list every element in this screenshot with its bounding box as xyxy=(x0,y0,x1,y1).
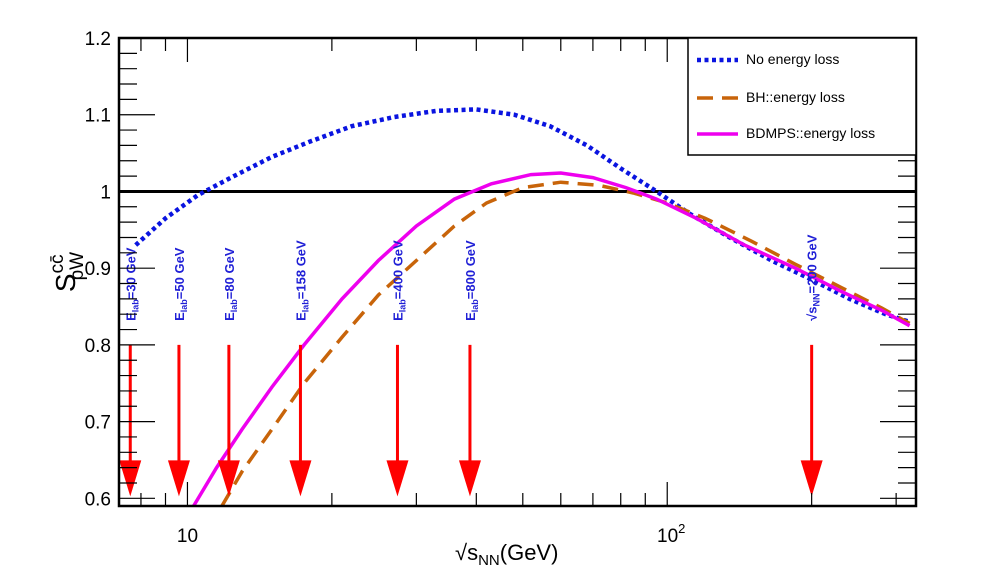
y-title-main: S xyxy=(50,273,81,292)
arrow-label-0: Elab=30 GeV xyxy=(123,247,140,321)
arrow-head-4 xyxy=(386,460,409,497)
curves-layer xyxy=(119,107,916,507)
arrows-layer: Elab=30 GeV Elab=50 GeV Elab=80 GeV Elab=15… xyxy=(119,234,823,497)
y-axis-title: Scc̄pW xyxy=(47,252,88,292)
legend-label-bdmps-energy-loss: BDMPS::energy loss xyxy=(746,125,875,141)
arrow-label-4: Elab=400 GeV xyxy=(390,240,407,321)
x-title-unit: (GeV) xyxy=(500,540,559,565)
arrow-label-3: Elab=158 GeV xyxy=(293,240,310,321)
arrow-head-2 xyxy=(217,460,240,497)
series-line-1 xyxy=(220,180,911,507)
y-title-sup: cc̄ xyxy=(47,254,68,273)
arrow-label-5: Elab=800 GeV xyxy=(463,240,480,321)
y-tick-label-2: 0.8 xyxy=(85,336,111,357)
plot-frame xyxy=(117,36,918,508)
svg-text:Scc̄pW: Scc̄pW xyxy=(47,252,88,292)
x-tick-label-0: 10 xyxy=(177,526,198,547)
axes-layer: 0.6 0.7 0.8 0.9 1 1.1 1.2 10 102 xyxy=(85,29,916,547)
legend-label-bh-energy-loss: BH::energy loss xyxy=(746,89,845,105)
arrow-head-1 xyxy=(167,460,190,497)
y-tick-label-3: 0.9 xyxy=(85,259,111,280)
x-title-main: √s xyxy=(455,540,478,565)
arrow-head-3 xyxy=(289,460,312,497)
x-title-sub: NN xyxy=(478,552,500,569)
svg-text:√sNN(GeV): √sNN(GeV) xyxy=(455,540,558,569)
legend: No energy loss BH::energy loss BDMPS::en… xyxy=(687,37,917,156)
y-tick-label-0: 0.6 xyxy=(85,489,111,510)
arrow-label-2: Elab=80 GeV xyxy=(222,247,239,321)
arrow-head-6 xyxy=(800,460,823,497)
arrow-label-1: Elab=50 GeV xyxy=(172,247,189,321)
y-title-sub: pW xyxy=(67,252,88,281)
y-tick-label-1: 0.7 xyxy=(85,413,111,434)
x-axis-title: √sNN(GeV) xyxy=(455,540,558,569)
x-tick-label-1: 102 xyxy=(657,521,685,547)
arrow-head-5 xyxy=(458,460,481,497)
y-tick-label-4: 1 xyxy=(100,182,111,203)
legend-label-no-energy-loss: No energy loss xyxy=(746,51,839,67)
arrow-label-6: √sNN=200 GeV xyxy=(805,234,822,321)
frame-layer xyxy=(117,36,918,508)
arrow-head-0 xyxy=(119,460,142,497)
y-tick-label-5: 1.1 xyxy=(85,106,111,127)
series-line-2 xyxy=(192,171,911,507)
y-tick-label-6: 1.2 xyxy=(85,29,111,50)
